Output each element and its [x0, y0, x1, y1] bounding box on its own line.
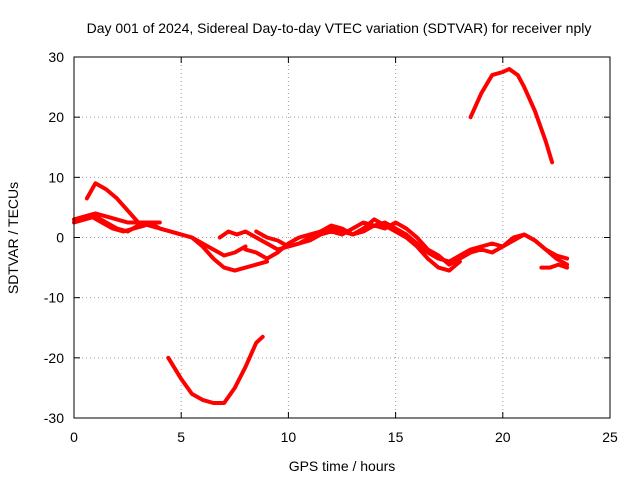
y-tick-label: 0	[56, 230, 64, 246]
series-trace-6	[243, 220, 570, 267]
y-tick-label: 10	[48, 169, 64, 185]
series-trace-9	[468, 67, 555, 165]
series-trace-4	[78, 214, 147, 234]
x-tick-label: 5	[177, 429, 185, 445]
y-axis-title: SDTVAR / TECUs	[5, 182, 21, 294]
x-tick-label: 20	[495, 429, 511, 445]
y-tick-label: 30	[48, 49, 64, 65]
series-trace-3	[84, 181, 162, 225]
series-trace-10	[166, 334, 265, 405]
x-tick-label: 25	[602, 429, 618, 445]
y-tick-label: -20	[44, 350, 64, 366]
series-trace-2	[72, 214, 269, 273]
x-tick-label: 15	[388, 429, 404, 445]
series-trace-7	[254, 217, 462, 273]
ticks: 0 5 10 15 20 25 -30 -20 -10 0 10 20 30	[44, 49, 618, 445]
series-group	[72, 67, 570, 405]
y-tick-label: 20	[48, 109, 64, 125]
grid	[74, 57, 610, 418]
y-tick-label: -30	[44, 410, 64, 426]
series-trace-8	[539, 262, 570, 270]
x-axis-title: GPS time / hours	[289, 458, 396, 474]
y-tick-label: -10	[44, 290, 64, 306]
x-tick-label: 10	[281, 429, 297, 445]
chart-title: Day 001 of 2024, Sidereal Day-to-day VTE…	[87, 20, 592, 36]
x-tick-label: 0	[70, 429, 78, 445]
